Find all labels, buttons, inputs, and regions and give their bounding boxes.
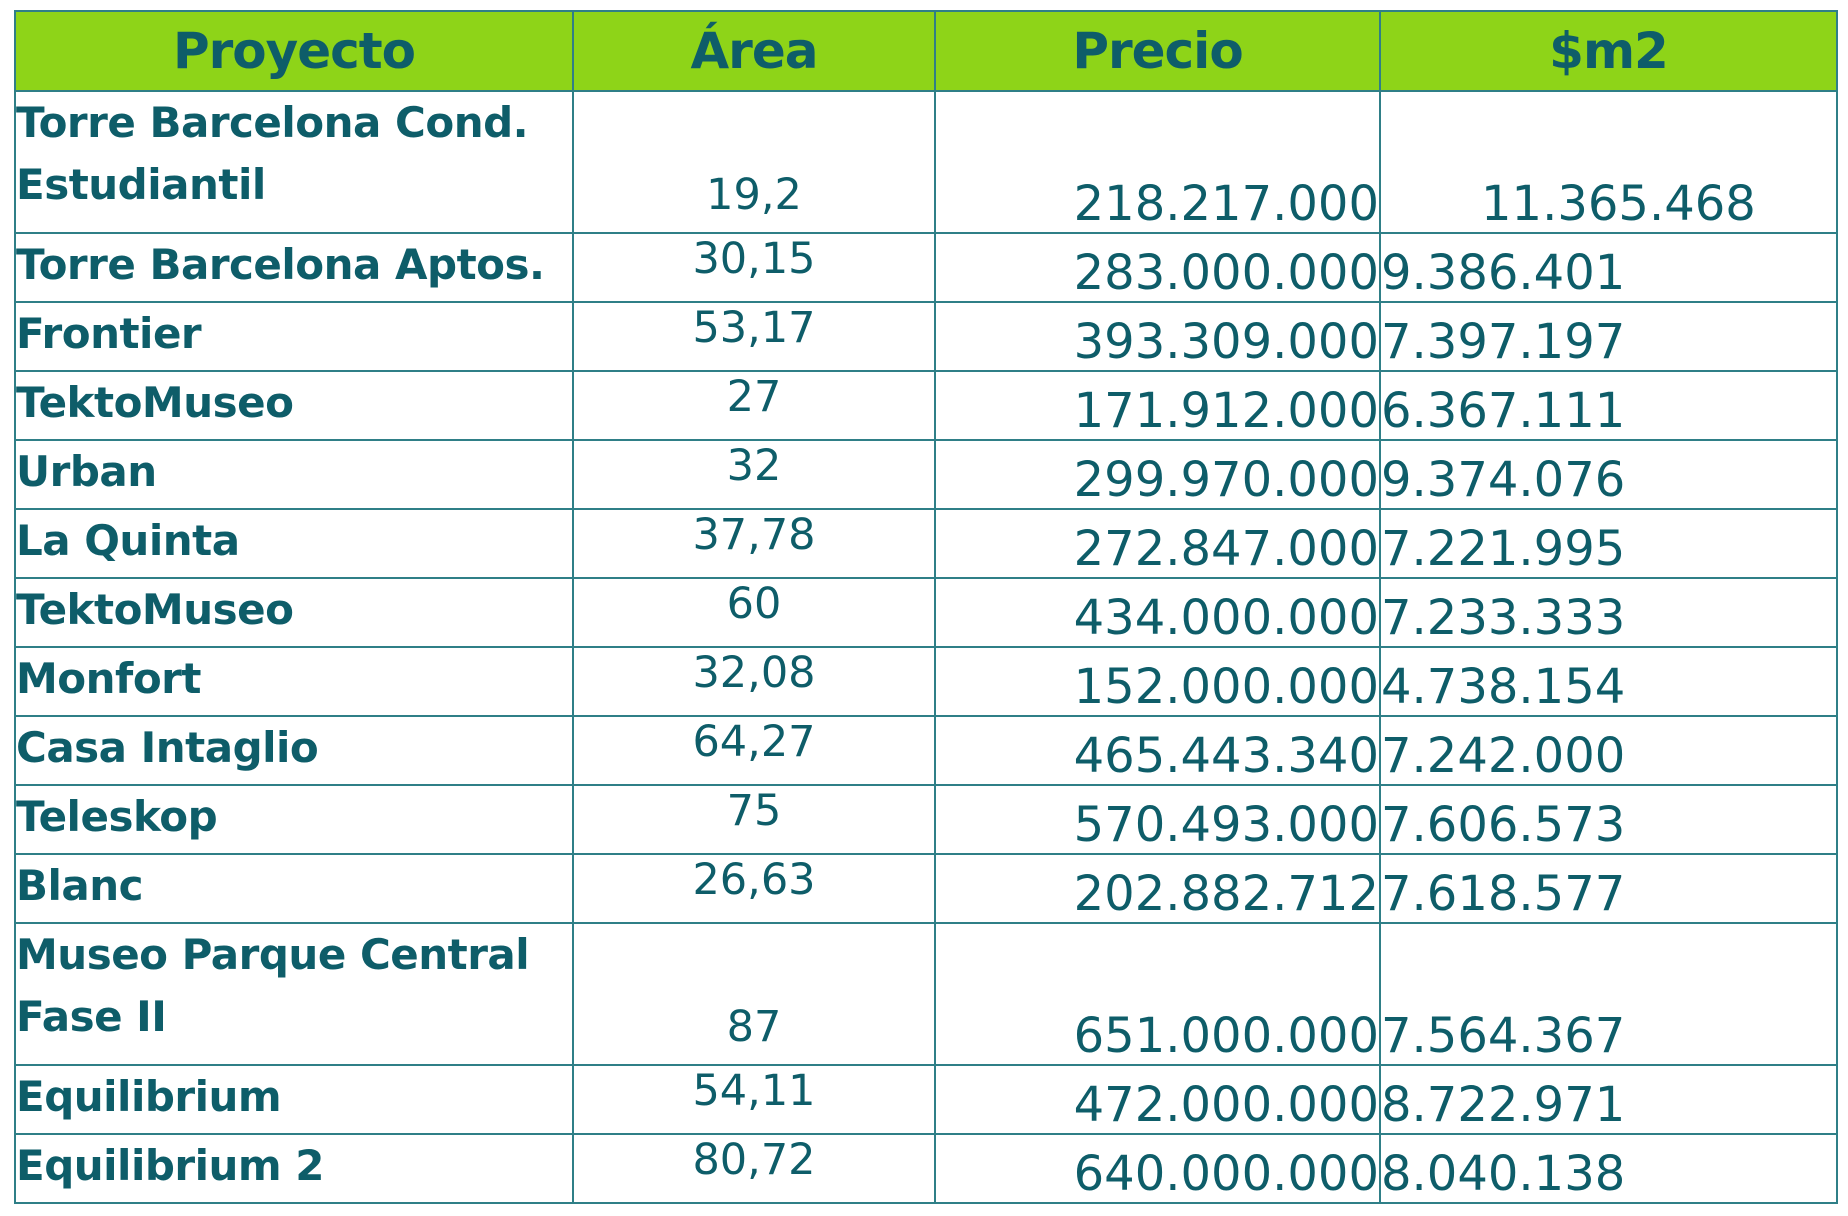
table-row: Equilibrium 2 80,72 640.000.000 8.040.138 [14, 1133, 1838, 1204]
header-area: Área [572, 10, 936, 92]
cell-precio: 640.000.000 [934, 1133, 1381, 1204]
cell-precio: 299.970.000 [934, 439, 1381, 510]
cell-precio: 472.000.000 [934, 1064, 1381, 1135]
header-m2: $m2 [1379, 10, 1838, 92]
cell-m2: 7.233.333 [1379, 577, 1838, 648]
cell-precio: 465.443.340 [934, 715, 1381, 786]
cell-m2: 7.397.197 [1379, 301, 1838, 372]
cell-m2: 11.365.468 [1379, 90, 1838, 234]
cell-m2: 7.221.995 [1379, 508, 1838, 579]
cell-precio: 202.882.712 [934, 853, 1381, 924]
cell-m2: 4.738.154 [1379, 646, 1838, 717]
cell-precio: 570.493.000 [934, 784, 1381, 855]
cell-proyecto: Blanc [14, 853, 574, 924]
cell-proyecto: La Quinta [14, 508, 574, 579]
cell-proyecto: Teleskop [14, 784, 574, 855]
table-row: Teleskop 75 570.493.000 7.606.573 [14, 784, 1838, 855]
cell-area: 54,11 [572, 1064, 936, 1135]
cell-area: 75 [572, 784, 936, 855]
cell-proyecto: TektoMuseo [14, 370, 574, 441]
cell-area: 53,17 [572, 301, 936, 372]
table-row: Monfort 32,08 152.000.000 4.738.154 [14, 646, 1838, 717]
cell-precio: 152.000.000 [934, 646, 1381, 717]
table-row: Frontier 53,17 393.309.000 7.397.197 [14, 301, 1838, 372]
cell-proyecto: Casa Intaglio [14, 715, 574, 786]
price-table: Proyecto Área Precio $m2 Torre Barcelona… [14, 10, 1838, 1204]
cell-proyecto: Torre Barcelona Aptos. [14, 232, 574, 303]
cell-area: 26,63 [572, 853, 936, 924]
cell-precio: 434.000.000 [934, 577, 1381, 648]
cell-precio: 171.912.000 [934, 370, 1381, 441]
cell-m2: 9.374.076 [1379, 439, 1838, 510]
cell-m2: 8.040.138 [1379, 1133, 1838, 1204]
cell-area: 64,27 [572, 715, 936, 786]
cell-m2: 7.564.367 [1379, 922, 1838, 1066]
cell-area: 30,15 [572, 232, 936, 303]
table-row: Museo Parque Central Fase II 87 651.000.00… [14, 922, 1838, 1066]
cell-proyecto: Torre Barcelona Cond. Estudiantil [14, 90, 574, 234]
cell-m2: 9.386.401 [1379, 232, 1838, 303]
table-row: Casa Intaglio 64,27 465.443.340 7.242.000 [14, 715, 1838, 786]
cell-proyecto: Frontier [14, 301, 574, 372]
cell-precio: 272.847.000 [934, 508, 1381, 579]
cell-m2: 7.618.577 [1379, 853, 1838, 924]
cell-m2: 7.606.573 [1379, 784, 1838, 855]
cell-area: 27 [572, 370, 936, 441]
table-row: Torre Barcelona Aptos. 30,15 283.000.000 9.… [14, 232, 1838, 303]
table-body: Torre Barcelona Cond. Estudiantil 19,2 218… [14, 90, 1838, 1204]
cell-area: 87 [572, 922, 936, 1066]
cell-proyecto: Equilibrium 2 [14, 1133, 574, 1204]
cell-precio: 651.000.000 [934, 922, 1381, 1066]
cell-m2: 8.722.971 [1379, 1064, 1838, 1135]
header-precio: Precio [934, 10, 1381, 92]
cell-area: 19,2 [572, 90, 936, 234]
table-row: Equilibrium 54,11 472.000.000 8.722.971 [14, 1064, 1838, 1135]
cell-area: 32,08 [572, 646, 936, 717]
table-row: Urban 32 299.970.000 9.374.076 [14, 439, 1838, 510]
cell-precio: 393.309.000 [934, 301, 1381, 372]
table-row: Torre Barcelona Cond. Estudiantil 19,2 218… [14, 90, 1838, 234]
cell-area: 60 [572, 577, 936, 648]
cell-m2: 6.367.111 [1379, 370, 1838, 441]
cell-area: 37,78 [572, 508, 936, 579]
table-header: Proyecto Área Precio $m2 [14, 10, 1838, 92]
table-row: TektoMuseo 27 171.912.000 6.367.111 [14, 370, 1838, 441]
cell-precio: 218.217.000 [934, 90, 1381, 234]
cell-precio: 283.000.000 [934, 232, 1381, 303]
cell-proyecto: TektoMuseo [14, 577, 574, 648]
cell-proyecto: Museo Parque Central Fase II [14, 922, 574, 1066]
cell-proyecto: Equilibrium [14, 1064, 574, 1135]
cell-proyecto: Monfort [14, 646, 574, 717]
header-proyecto: Proyecto [14, 10, 574, 92]
cell-m2: 7.242.000 [1379, 715, 1838, 786]
table-row: TektoMuseo 60 434.000.000 7.233.333 [14, 577, 1838, 648]
cell-proyecto: Urban [14, 439, 574, 510]
cell-area: 80,72 [572, 1133, 936, 1204]
cell-area: 32 [572, 439, 936, 510]
header-row: Proyecto Área Precio $m2 [14, 10, 1838, 92]
table-row: Blanc 26,63 202.882.712 7.618.577 [14, 853, 1838, 924]
table-row: La Quinta 37,78 272.847.000 7.221.995 [14, 508, 1838, 579]
